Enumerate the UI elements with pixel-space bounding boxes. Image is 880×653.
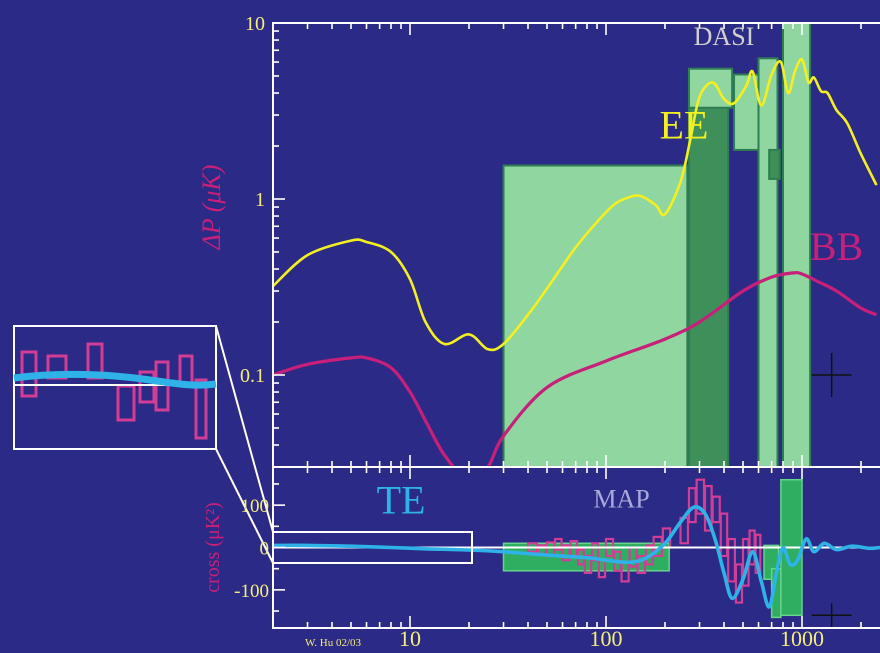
pink-bin-24 [727, 537, 737, 583]
zoom-region [272, 531, 473, 564]
dasi-band-6 [782, 23, 812, 467]
x-tick-label: 10 [399, 626, 421, 651]
inset-te-line [13, 370, 217, 389]
annotation-ee: EE [660, 103, 709, 148]
cross-panel [273, 478, 880, 628]
credit-label: W. Hu 02/03 [305, 637, 362, 649]
x-tick-label: 100 [590, 626, 623, 651]
y-axis-label-top: ΔP (μK) [197, 165, 226, 251]
annotation-dasi: DASI [694, 22, 755, 51]
y-tick-label: 0.1 [240, 365, 265, 387]
series-line-ee [273, 57, 878, 352]
dasi-band-5 [768, 148, 781, 180]
y-tick-label: -100 [234, 581, 269, 602]
y-tick-label: 10 [245, 13, 265, 35]
x-tick-label: 1000 [780, 626, 824, 651]
cross-marker-top [811, 352, 852, 397]
pink-bin-23 [719, 512, 729, 558]
y-axis-label-low: cross (μK²) [202, 502, 224, 593]
inset-pink-bin-4 [138, 370, 156, 404]
dasi-band-0 [502, 164, 689, 467]
cross-marker-low [811, 603, 852, 628]
inset-pink-bin-1 [46, 354, 68, 380]
polarization-curves [273, 57, 878, 467]
y-tick-label: 1 [255, 189, 265, 211]
annotation-te: TE [377, 478, 426, 523]
y-tick-label: 0 [260, 539, 270, 560]
series-line-te [273, 505, 880, 609]
dasi-band-4 [757, 57, 779, 467]
inset-connector-top [215, 325, 274, 533]
pink-bin-22 [711, 495, 721, 524]
inset-zoom [13, 325, 473, 564]
annotation-map: MAP [593, 484, 649, 513]
y-tick-label: 100 [241, 496, 270, 517]
annotation-bb: BB [810, 224, 863, 269]
pink-bin-19 [687, 487, 697, 524]
series-line-bb [273, 271, 878, 467]
dasi-bands [502, 23, 812, 467]
inset-connector-bottom [215, 448, 274, 564]
pink-bin-7 [583, 554, 593, 575]
inset-pink-bin-7 [194, 378, 208, 440]
dasi-band-1 [687, 106, 730, 467]
